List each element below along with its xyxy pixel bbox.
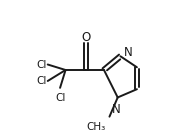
Text: CH₃: CH₃ <box>86 122 105 132</box>
Text: Cl: Cl <box>55 93 65 103</box>
Text: Cl: Cl <box>36 76 46 86</box>
Text: O: O <box>81 31 91 44</box>
Text: N: N <box>124 46 133 59</box>
Text: N: N <box>112 103 121 116</box>
Text: Cl: Cl <box>36 60 46 70</box>
